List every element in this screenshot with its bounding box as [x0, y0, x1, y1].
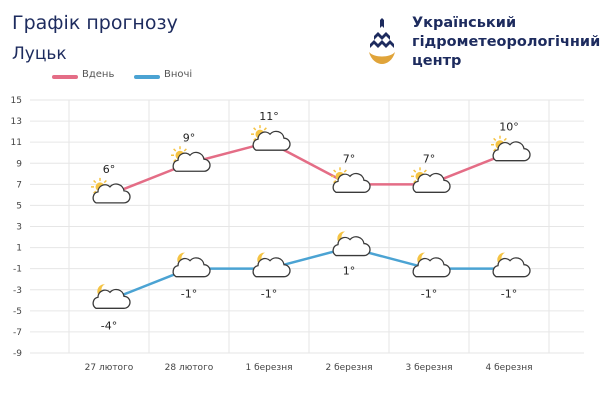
x-tick-label: 3 березня — [405, 363, 452, 373]
y-tick-label: -1 — [13, 265, 22, 275]
legend-label-day: Вдень — [82, 69, 115, 80]
drop-logo-icon — [366, 16, 398, 64]
data-label: 7° — [343, 152, 356, 165]
sun-ray — [343, 169, 347, 173]
cloud-shape — [492, 141, 531, 162]
sun-ray — [263, 127, 267, 131]
cloud-shape — [252, 257, 291, 278]
sun-cloud-icon — [331, 167, 371, 193]
logo-text: Український гідрометеорологічний центр — [412, 14, 600, 71]
data-label: 1° — [343, 265, 356, 278]
y-tick-label: 3 — [16, 223, 22, 233]
moon-cloud-icon — [492, 252, 531, 278]
legend-swatch-night — [134, 75, 160, 79]
y-tick-label: -9 — [13, 349, 22, 359]
data-label: -1° — [421, 288, 437, 301]
sun-ray — [93, 179, 97, 184]
sun-ray — [413, 169, 417, 173]
city-name: Луцьк — [12, 44, 67, 64]
sun-ray — [333, 169, 337, 173]
logo-line-1: Український — [412, 15, 517, 31]
x-tick-label: 2 березня — [325, 363, 372, 373]
data-label: 11° — [259, 110, 279, 123]
sun-ray — [173, 158, 177, 163]
y-tick-label: 7 — [16, 180, 22, 190]
y-tick-label: -7 — [13, 328, 22, 338]
y-tick-label: -3 — [13, 286, 22, 296]
cloud-shape — [172, 151, 211, 172]
x-tick-label: 27 лютого — [85, 363, 134, 373]
data-label: 9° — [183, 131, 196, 144]
sun-ray — [493, 148, 497, 152]
legend-swatch-day — [52, 75, 78, 79]
cloud-shape — [332, 172, 371, 193]
moon-cloud-icon — [412, 252, 451, 278]
page-title: Графік прогнозу — [12, 12, 178, 34]
sun-ray — [493, 137, 497, 141]
y-tick-label: -5 — [13, 307, 22, 317]
data-label: -1° — [181, 288, 197, 301]
sun-ray — [173, 148, 177, 152]
moon-cloud-icon — [172, 252, 211, 278]
logo-line-3: центр — [412, 53, 462, 69]
data-label: -1° — [501, 288, 517, 301]
y-tick-label: 11 — [11, 138, 22, 148]
data-label: 10° — [499, 121, 519, 134]
cloud-shape — [252, 130, 291, 151]
x-tick-label: 28 лютого — [165, 363, 214, 373]
logo-line-2: гідрометеорологічний — [412, 34, 600, 50]
moon-cloud-icon — [252, 252, 291, 278]
cloud-shape — [412, 172, 451, 193]
cloud-shape — [492, 257, 531, 278]
y-tick-label: 9 — [16, 159, 22, 169]
legend-label-night: Вночі — [164, 69, 193, 80]
cloud-shape — [412, 257, 451, 278]
sun-cloud-icon — [171, 146, 211, 172]
sun-ray — [253, 137, 257, 142]
cloud-shape — [92, 288, 131, 309]
sun-cloud-icon — [91, 177, 131, 204]
moon-cloud-icon — [92, 284, 131, 309]
moon-cloud-icon — [332, 231, 371, 257]
sun-ray — [183, 148, 187, 152]
sun-cloud-icon — [411, 167, 451, 193]
sun-ray — [93, 190, 97, 194]
y-tick-label: 15 — [11, 96, 22, 106]
data-label: -4° — [101, 319, 117, 332]
y-tick-label: 5 — [16, 201, 22, 211]
sun-cloud-icon — [251, 125, 291, 151]
sun-ray — [253, 127, 257, 131]
x-tick-label: 1 березня — [245, 363, 292, 373]
cloud-shape — [332, 236, 371, 257]
hydromet-logo: Український гідрометеорологічний центр — [360, 14, 600, 70]
sun-ray — [103, 179, 107, 184]
cloud-shape — [172, 257, 211, 278]
x-tick-label: 4 березня — [485, 363, 532, 373]
sun-ray — [413, 180, 417, 184]
y-tick-label: 13 — [11, 117, 22, 127]
sun-ray — [333, 180, 337, 184]
data-label: -1° — [261, 288, 277, 301]
sun-cloud-icon — [491, 135, 531, 162]
y-tick-label: 1 — [16, 244, 22, 254]
sun-ray — [423, 169, 427, 173]
cloud-shape — [92, 183, 131, 204]
data-label: 7° — [423, 152, 436, 165]
data-label: 6° — [103, 163, 116, 176]
sun-ray — [503, 137, 507, 141]
